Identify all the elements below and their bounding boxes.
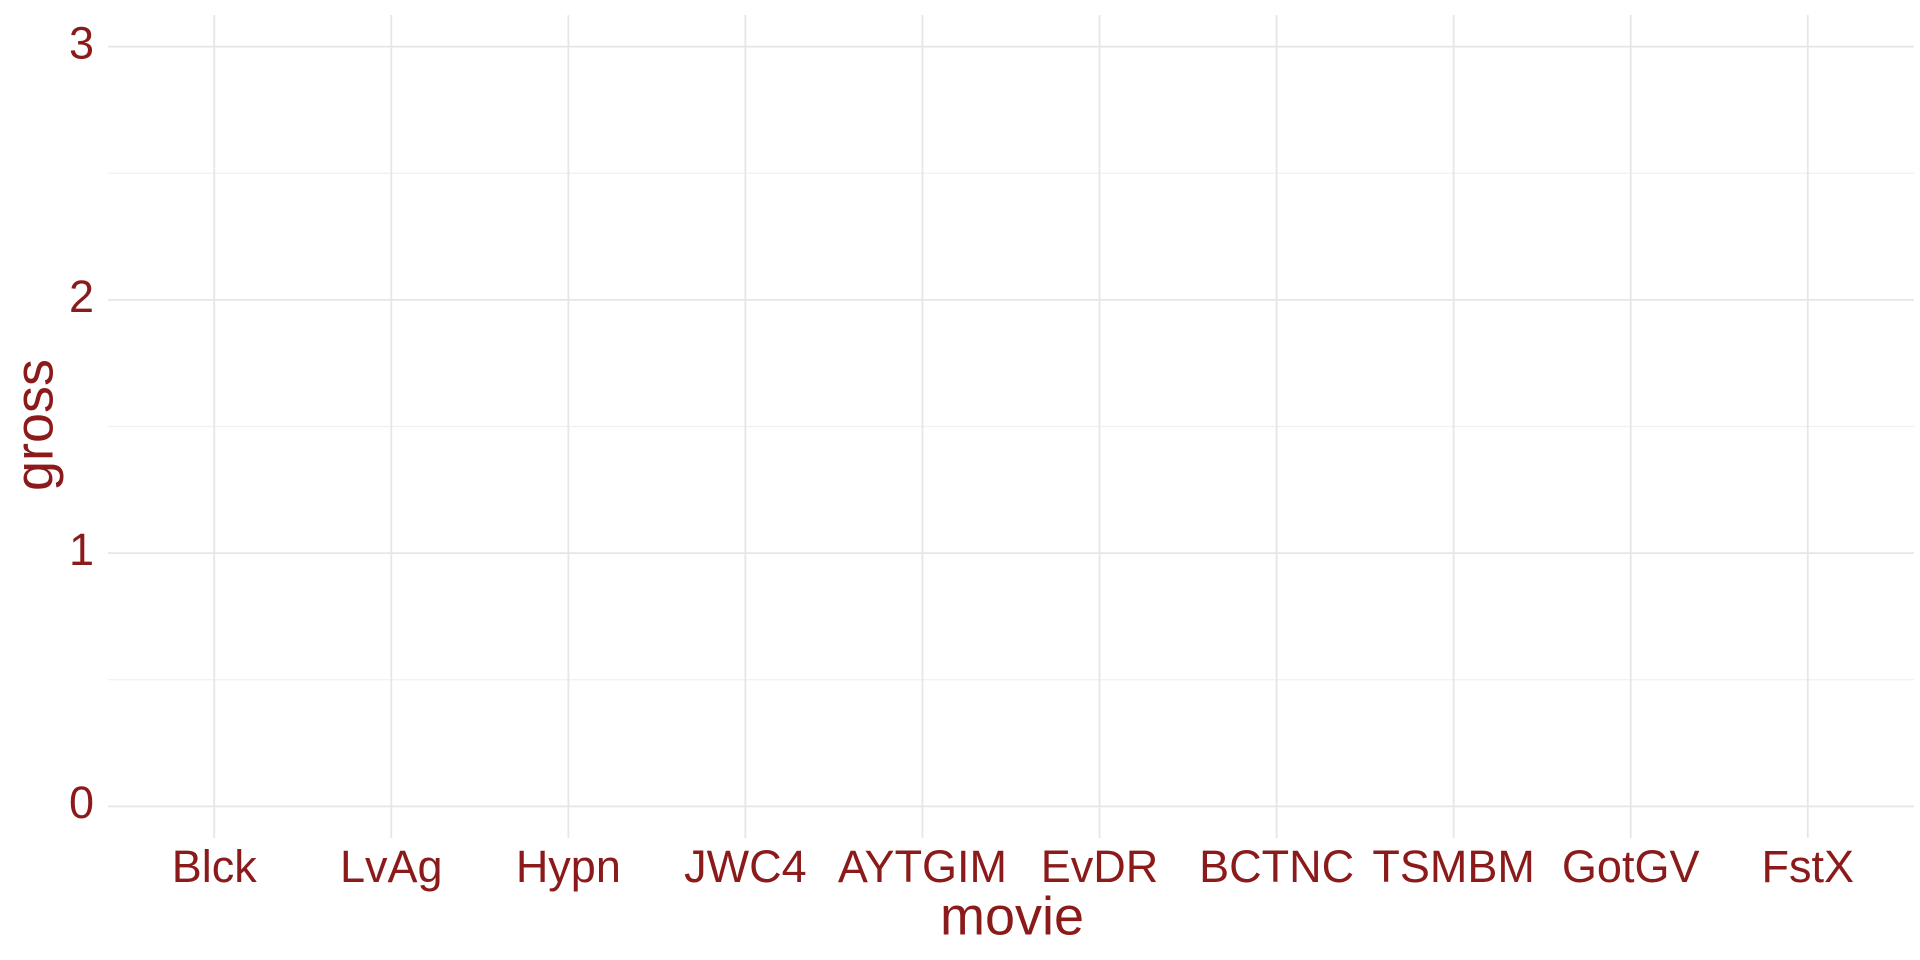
x-tick-label: JWC4 bbox=[684, 841, 807, 892]
y-tick-label: 3 bbox=[69, 18, 94, 69]
x-tick-label: LvAg bbox=[340, 841, 443, 892]
x-tick-label: FstX bbox=[1762, 841, 1855, 892]
x-tick-label: Blck bbox=[172, 841, 258, 892]
y-axis-title: gross bbox=[4, 359, 64, 491]
y-tick-label: 0 bbox=[69, 777, 94, 828]
x-tick-label: AYTGIM bbox=[838, 841, 1007, 892]
x-tick-label: GotGV bbox=[1562, 841, 1700, 892]
x-tick-label: Hypn bbox=[516, 841, 621, 892]
x-tick-label: EvDR bbox=[1041, 841, 1159, 892]
x-axis-title: movie bbox=[940, 886, 1084, 946]
y-tick-label: 1 bbox=[69, 524, 94, 575]
y-tick-label: 2 bbox=[69, 271, 94, 322]
x-tick-label: BCTNC bbox=[1199, 841, 1354, 892]
x-tick-label: TSMBM bbox=[1372, 841, 1535, 892]
